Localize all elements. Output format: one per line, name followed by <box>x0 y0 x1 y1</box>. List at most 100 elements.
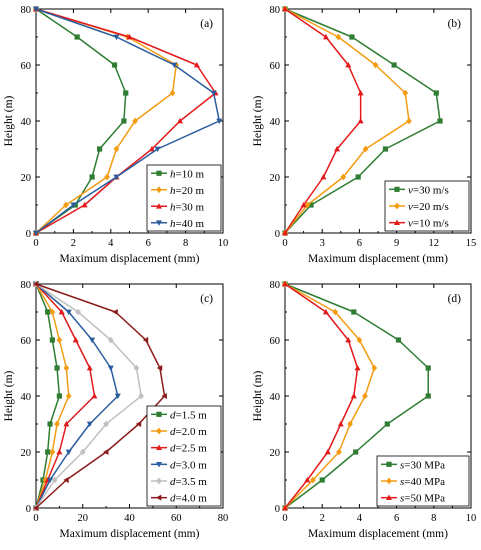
legend-value: =3.5 m <box>176 476 208 488</box>
x-tick-label: 4 <box>108 238 114 249</box>
data-point <box>216 118 223 125</box>
x-tick-label: 4 <box>357 513 363 524</box>
data-point <box>142 337 149 343</box>
data-point <box>113 145 120 153</box>
data-point <box>334 145 341 152</box>
data-point <box>337 420 344 427</box>
data-point <box>54 365 60 371</box>
data-point <box>74 34 80 40</box>
data-point <box>350 392 357 399</box>
data-point <box>395 337 402 343</box>
y-tick-label: 40 <box>270 392 281 403</box>
legend-variable: v <box>408 218 413 230</box>
data-point <box>322 33 329 40</box>
y-axis-title: Height (m) <box>3 95 15 146</box>
data-point <box>51 476 58 484</box>
data-point <box>345 336 352 343</box>
legend-label: d=4.0 m <box>170 493 207 505</box>
data-point <box>81 201 88 208</box>
y-axis-title: Height (m) <box>3 370 15 421</box>
legend-value: =10 m/s <box>413 218 449 230</box>
data-point <box>282 229 288 236</box>
legend-swatch-marker <box>156 203 162 209</box>
data-point <box>49 448 56 456</box>
data-point <box>91 392 98 399</box>
legend-swatch-marker <box>156 170 162 176</box>
chart-panel-3: 0 20 40 60 80 0 20 40 60 80 Maximum displacement (… <box>3 280 228 540</box>
data-point <box>362 145 369 153</box>
data-point <box>65 449 72 456</box>
data-point <box>340 173 347 181</box>
data-point <box>63 201 69 209</box>
x-tick-label: 6 <box>394 513 399 524</box>
data-point <box>104 173 110 181</box>
y-tick-label: 60 <box>270 61 281 72</box>
legend-variable: d <box>170 493 176 505</box>
data-point <box>65 392 72 400</box>
data-point <box>382 146 389 152</box>
legend-label: d=3.0 m <box>170 459 207 471</box>
legend-value: =2.0 m <box>176 426 208 438</box>
data-point <box>70 202 77 209</box>
legend-variable: v <box>408 201 413 213</box>
y-tick-label: 20 <box>270 173 281 184</box>
legend-label: h=40 m <box>170 218 204 230</box>
data-point <box>133 364 140 372</box>
data-point <box>351 309 357 315</box>
legend-swatch-marker <box>386 477 392 485</box>
data-point <box>156 365 163 371</box>
data-point <box>406 117 412 125</box>
x-tick-label: 2 <box>320 513 325 524</box>
x-tick-label: 20 <box>78 513 89 524</box>
data-point <box>63 420 70 427</box>
y-tick-label: 40 <box>21 117 32 128</box>
data-point <box>47 477 54 484</box>
legend <box>146 164 222 232</box>
data-point <box>300 201 307 208</box>
legend-value: =2.5 m <box>176 443 208 455</box>
legend-variable: d <box>170 459 176 471</box>
data-point <box>86 364 93 371</box>
legend-label: v=20 m/s <box>408 201 449 213</box>
legend-swatch-marker <box>155 494 162 501</box>
x-tick-label: 3 <box>320 238 325 249</box>
x-axis-title: Maximum displacement (mm) <box>60 528 200 540</box>
data-point <box>345 61 352 68</box>
legend-value: =20 m <box>176 185 205 197</box>
data-point <box>322 308 329 315</box>
legend-variable: s <box>400 493 404 505</box>
chart-panel-4: 0 2 4 6 8 10 0 20 40 60 80 Maximum displacement (mm… <box>252 280 476 540</box>
legend-value: =30 MPa <box>404 459 445 471</box>
data-point <box>304 201 311 209</box>
legend-variable: s <box>400 476 404 488</box>
legend-value: =1.5 m <box>176 409 208 421</box>
data-point <box>32 281 39 287</box>
x-tick-label: 15 <box>466 238 477 249</box>
legend-variable: d <box>170 476 176 488</box>
x-tick-label: 0 <box>282 238 287 249</box>
data-point <box>89 337 96 344</box>
data-point <box>332 308 339 316</box>
data-point <box>45 449 51 455</box>
legend-label: h=10 m <box>170 168 204 180</box>
data-point <box>54 420 60 428</box>
legend-label: d=2.0 m <box>170 426 207 438</box>
legend-value: =50 MPa <box>404 493 445 505</box>
data-point <box>45 309 51 315</box>
y-tick-label: 80 <box>21 280 32 291</box>
data-point <box>32 505 39 511</box>
legend-label: s=50 MPa <box>400 493 445 505</box>
y-tick-label: 60 <box>21 336 32 347</box>
data-point <box>135 421 142 427</box>
x-tick-label: 0 <box>33 513 38 524</box>
data-point <box>433 90 439 96</box>
data-point <box>113 174 120 181</box>
data-point <box>56 393 62 399</box>
data-point <box>356 336 363 344</box>
y-tick-label: 20 <box>270 448 281 459</box>
legend-swatch-marker <box>156 461 162 468</box>
data-point <box>357 89 364 96</box>
legend-variable: d <box>170 426 176 438</box>
chart-panel-2: 0 3 6 9 12 15 0 20 40 60 80 Maximum displacement (m… <box>252 5 476 265</box>
data-point <box>282 504 288 511</box>
